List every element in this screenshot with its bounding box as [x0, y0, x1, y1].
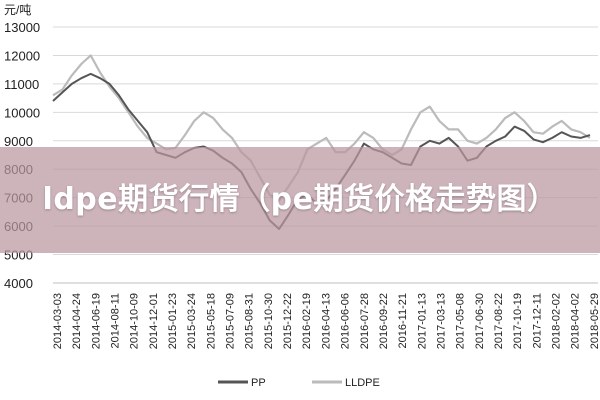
series-line-lldpe — [52, 54, 591, 202]
legend-label-lldpe: LLDPE — [345, 377, 380, 389]
x-tick-label: 2014-10-09 — [129, 293, 141, 349]
x-tick-label: 2014-12-01 — [148, 293, 160, 349]
x-tick-label: 2016-07-28 — [359, 293, 371, 349]
x-axis: 2014-03-03 2014-04-24 2014-06-19 2014-08-11… — [52, 282, 600, 349]
x-tick-label: 2018-04-02 — [570, 293, 582, 349]
x-tick-label: 2015-07-09 — [225, 293, 237, 349]
overlay-title-text: ldpe期货行情（pe期货价格走势图） — [42, 182, 558, 217]
x-tick-label: 2017-12-11 — [531, 293, 543, 348]
x-tick-label: 2016-02-19 — [301, 293, 313, 349]
x-tick-label: 2018-02-02 — [550, 293, 562, 349]
x-tick-label: 2018-05-29 — [589, 293, 600, 349]
x-tick-label: 2016-09-22 — [378, 293, 390, 349]
x-tick-label: 2017-06-30 — [474, 293, 486, 349]
y-tick-label: 13000 — [4, 20, 40, 35]
legend-label-pp: PP — [251, 377, 266, 389]
x-tick-label: 2015-10-30 — [263, 293, 275, 349]
x-tick-label: 2014-04-24 — [71, 293, 83, 349]
x-tick-label: 2015-01-23 — [167, 293, 179, 349]
y-tick-label: 12000 — [4, 48, 40, 63]
x-tick-label: 2016-04-13 — [320, 293, 332, 349]
y-tick-label: 9000 — [4, 134, 33, 149]
legend: PP LLDPE — [218, 377, 380, 389]
y-tick-label: 11000 — [4, 77, 39, 92]
y-tick-label: 10000 — [4, 105, 40, 120]
x-tick-label: 2016-11-21 — [397, 293, 409, 348]
x-tick-label: 2017-08-22 — [493, 293, 505, 349]
y-axis-unit-label: 元/吨 — [4, 3, 31, 17]
x-tick-label: 2015-05-18 — [205, 293, 217, 349]
x-tick-label: 2015-12-22 — [282, 293, 294, 349]
x-tick-label: 2014-08-11 — [110, 293, 122, 348]
x-tick-label: 2014-06-19 — [90, 293, 102, 349]
y-tick-label: 4000 — [4, 276, 33, 291]
x-tick-label: 2017-03-13 — [435, 293, 447, 349]
x-tick-label: 2017-05-08 — [455, 293, 467, 349]
x-tick-label: 2016-06-06 — [340, 293, 352, 349]
x-tick-label: 2015-08-31 — [244, 293, 256, 349]
x-tick-label: 2015-03-24 — [186, 293, 198, 349]
title-overlay-banner: ldpe期货行情（pe期货价格走势图） — [0, 147, 600, 253]
x-tick-label: 2014-03-03 — [52, 293, 64, 349]
x-tick-label: 2017-01-13 — [416, 293, 428, 349]
x-tick-label: 2017-10-19 — [512, 293, 524, 349]
